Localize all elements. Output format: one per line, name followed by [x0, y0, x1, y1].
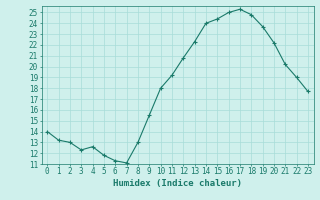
X-axis label: Humidex (Indice chaleur): Humidex (Indice chaleur)	[113, 179, 242, 188]
